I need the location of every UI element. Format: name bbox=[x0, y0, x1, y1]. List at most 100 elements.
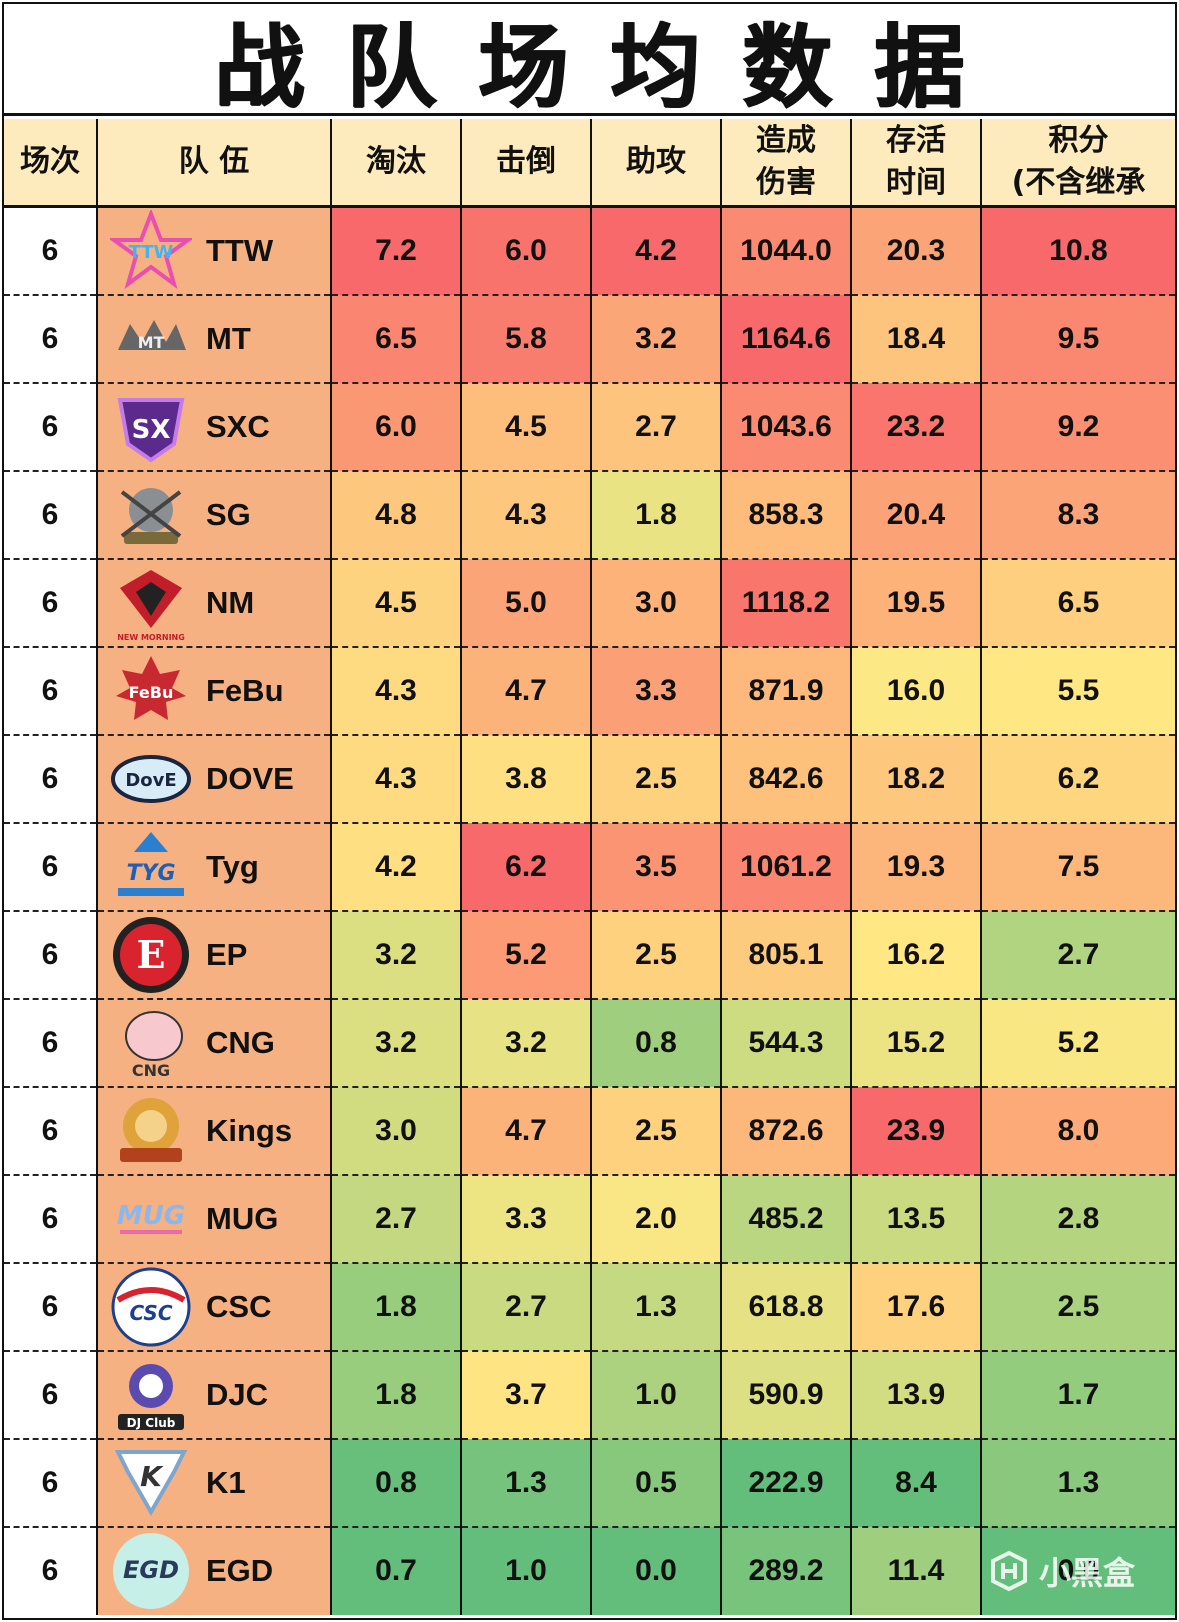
cell-knock: 3.2 bbox=[461, 998, 592, 1088]
header-score: 积分 (不含继承 bbox=[981, 119, 1175, 208]
cell-games: 6 bbox=[4, 206, 98, 296]
cell-elim: 6.0 bbox=[331, 382, 462, 472]
table-row: 6 K K1 0.8 1.3 0.5 222.9 8.4 1.3 bbox=[4, 1438, 1175, 1528]
febu-logo-icon: FeBu bbox=[116, 655, 186, 720]
cell-games: 6 bbox=[4, 382, 98, 472]
cell-games: 6 bbox=[4, 734, 98, 824]
cell-team: Kings bbox=[97, 1086, 332, 1176]
svg-text:CNG: CNG bbox=[132, 1061, 170, 1080]
kings-logo-icon bbox=[120, 1097, 182, 1162]
cell-team: CNG CNG bbox=[97, 998, 332, 1088]
cell-assist: 3.5 bbox=[591, 822, 722, 912]
svg-text:SX: SX bbox=[132, 415, 171, 445]
cell-games: 6 bbox=[4, 1438, 98, 1528]
sg-logo-icon bbox=[120, 487, 182, 544]
cell-elim: 4.5 bbox=[331, 558, 462, 648]
cell-elim: 6.5 bbox=[331, 294, 462, 384]
team-name: CNG bbox=[206, 1024, 275, 1060]
cell-score: 9.2 bbox=[981, 382, 1175, 472]
cell-team: NEW MORNING NM bbox=[97, 558, 332, 648]
table-row: 6 CSC CSC 1.8 2.7 1.3 618.8 17.6 2.5 bbox=[4, 1262, 1175, 1352]
table-row: 6 FeBu FeBu 4.3 4.7 3.3 871.9 16.0 5.5 bbox=[4, 646, 1175, 736]
cell-damage: 1043.6 bbox=[721, 382, 852, 472]
header-elim: 淘汰 bbox=[331, 119, 462, 208]
cell-knock: 3.7 bbox=[461, 1350, 592, 1440]
cell-assist: 2.5 bbox=[591, 910, 722, 1000]
cell-elim: 4.2 bbox=[331, 822, 462, 912]
cell-elim: 1.8 bbox=[331, 1350, 462, 1440]
team-name: TTW bbox=[206, 232, 274, 268]
cell-team: SG bbox=[97, 470, 332, 560]
cell-assist: 0.8 bbox=[591, 998, 722, 1088]
cell-survival: 18.4 bbox=[851, 294, 982, 384]
header-games: 场次 bbox=[4, 119, 98, 208]
nm-logo-icon: NEW MORNING bbox=[117, 569, 185, 642]
cell-games: 6 bbox=[4, 646, 98, 736]
table-row: 6 MT MT 6.5 5.8 3.2 1164.6 18.4 9.5 bbox=[4, 294, 1175, 384]
cell-damage: 485.2 bbox=[721, 1174, 852, 1264]
team-name: FeBu bbox=[206, 672, 284, 708]
cell-survival: 11.4 bbox=[851, 1526, 982, 1615]
svg-text:DJ Club: DJ Club bbox=[127, 1416, 176, 1430]
cell-damage: 618.8 bbox=[721, 1262, 852, 1352]
cell-score: 5.2 bbox=[981, 998, 1175, 1088]
cell-elim: 4.3 bbox=[331, 734, 462, 824]
table-row: 6 NEW MORNING NM 4.5 5.0 3.0 1118.2 19.5 6.5 bbox=[4, 558, 1175, 648]
cell-games: 6 bbox=[4, 1526, 98, 1615]
cell-elim: 0.7 bbox=[331, 1526, 462, 1615]
header-row: 场次 队 伍 淘汰 击倒 助攻 造成 伤害 存活 时间 积分 (不含继承 bbox=[4, 119, 1175, 208]
cell-damage: 858.3 bbox=[721, 470, 852, 560]
cell-score: 9.5 bbox=[981, 294, 1175, 384]
cell-survival: 18.2 bbox=[851, 734, 982, 824]
cell-assist: 3.3 bbox=[591, 646, 722, 736]
cell-team: MUG MUG bbox=[97, 1174, 332, 1264]
cell-score: 10.8 bbox=[981, 206, 1175, 296]
team-name: SG bbox=[206, 496, 251, 532]
cell-knock: 6.2 bbox=[461, 822, 592, 912]
team-name: CSC bbox=[206, 1288, 272, 1324]
cell-team: SX SXC bbox=[97, 382, 332, 472]
watermark: 小黑盒 bbox=[987, 1548, 1135, 1594]
svg-text:EGD: EGD bbox=[123, 1556, 179, 1584]
cell-assist: 4.2 bbox=[591, 206, 722, 296]
cell-team: DovE DOVE bbox=[97, 734, 332, 824]
cell-score: 7.5 bbox=[981, 822, 1175, 912]
table-row: 6 DJ Club DJC 1.8 3.7 1.0 590.9 13.9 1.7 bbox=[4, 1350, 1175, 1440]
cell-games: 6 bbox=[4, 1086, 98, 1176]
svg-text:TTW: TTW bbox=[129, 242, 174, 263]
cell-survival: 19.3 bbox=[851, 822, 982, 912]
cell-elim: 1.8 bbox=[331, 1262, 462, 1352]
cell-team: TYG Tyg bbox=[97, 822, 332, 912]
cell-damage: 805.1 bbox=[721, 910, 852, 1000]
cell-assist: 0.5 bbox=[591, 1438, 722, 1528]
ttw-logo-icon: TTW bbox=[110, 209, 192, 289]
cell-team: MT MT bbox=[97, 294, 332, 384]
cell-score: 1.3 bbox=[981, 1438, 1175, 1528]
dove-logo-icon: DovE bbox=[111, 754, 191, 803]
cell-knock: 1.0 bbox=[461, 1526, 592, 1615]
cell-assist: 2.7 bbox=[591, 382, 722, 472]
cell-knock: 3.3 bbox=[461, 1174, 592, 1264]
table-row: 6 Kings 3.0 4.7 2.5 872.6 23.9 8.0 bbox=[4, 1086, 1175, 1176]
table-row: 6 EGD EGD 0.7 1.0 0.0 289.2 11.4 0.0 bbox=[4, 1526, 1175, 1615]
cell-games: 6 bbox=[4, 470, 98, 560]
cell-score: 5.5 bbox=[981, 646, 1175, 736]
mug-logo-icon: MUG bbox=[117, 1201, 185, 1234]
cell-elim: 3.2 bbox=[331, 998, 462, 1088]
cell-damage: 1118.2 bbox=[721, 558, 852, 648]
cell-survival: 19.5 bbox=[851, 558, 982, 648]
cell-elim: 7.2 bbox=[331, 206, 462, 296]
cell-elim: 2.7 bbox=[331, 1174, 462, 1264]
header-damage: 造成 伤害 bbox=[721, 119, 852, 208]
cell-games: 6 bbox=[4, 1262, 98, 1352]
table-row: 6 SG 4.8 4.3 1.8 858.3 20.4 8.3 bbox=[4, 470, 1175, 560]
table-row: 6 CNG CNG 3.2 3.2 0.8 544.3 15.2 5.2 bbox=[4, 998, 1175, 1088]
k1-logo-icon: K bbox=[114, 1449, 188, 1516]
cell-team: TTW TTW bbox=[97, 206, 332, 296]
cell-score: 8.3 bbox=[981, 470, 1175, 560]
tyg-logo-icon: TYG bbox=[118, 831, 184, 896]
header-knock: 击倒 bbox=[461, 119, 592, 208]
team-name: EGD bbox=[206, 1553, 274, 1588]
team-name: MT bbox=[206, 320, 251, 356]
